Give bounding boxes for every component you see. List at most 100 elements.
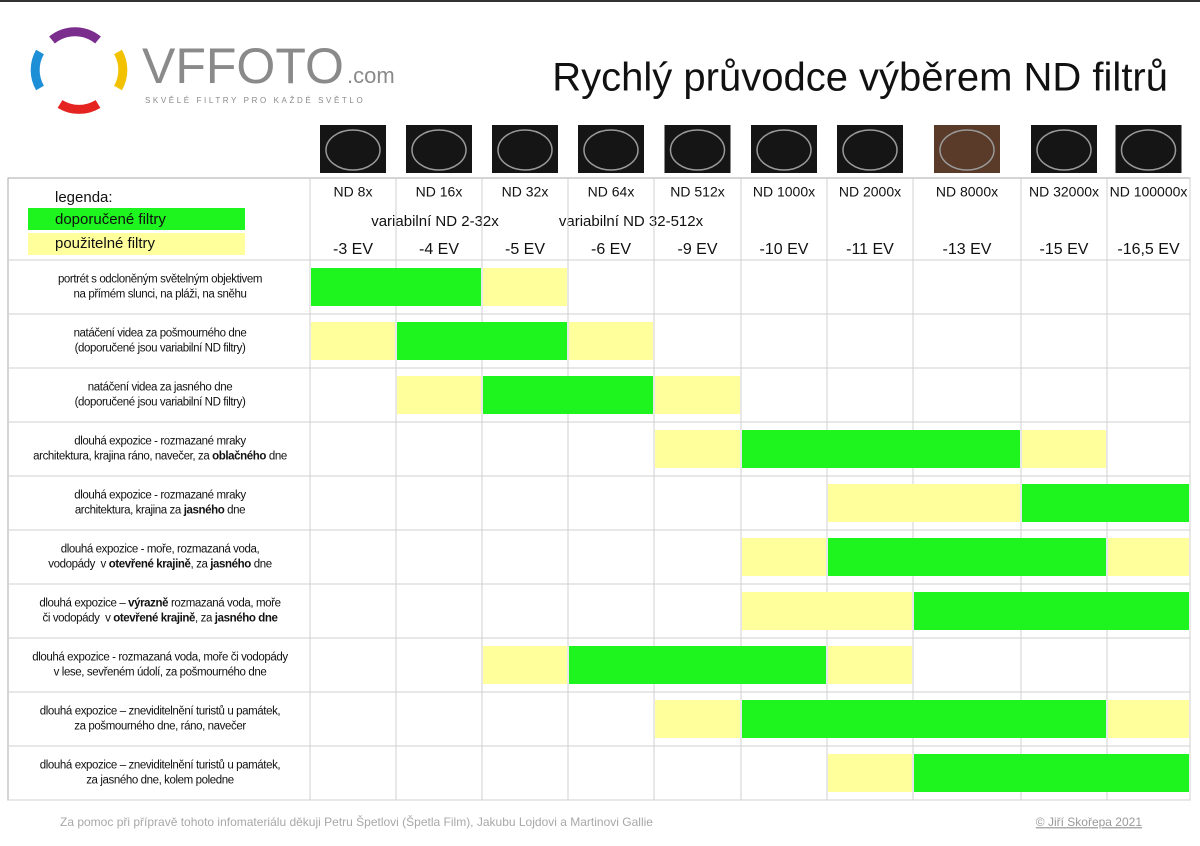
row-label: dlouhá expozice – zneviditelnění turistů… [40,706,281,718]
recommended-bar [828,538,1106,576]
usable-bar [655,700,740,738]
filter-name: ND 100000x [1110,184,1188,200]
row-label-part: (doporučené jsou variabilní ND filtry) [75,397,246,409]
usable-bar [1108,538,1189,576]
recommended-bar [397,322,567,360]
filter-photo [406,125,472,173]
row-label: natáčení videa za pošmourného dne [74,328,247,340]
filter-ev: -11 EV [846,241,894,258]
row-label-part: natáčení videa za pošmourného dne [74,328,247,340]
legend-recommended-swatch [28,208,245,230]
row-label-part: za pošmourného dne, ráno, navečer [74,721,246,733]
footer-copyright: © Jiří Skořepa 2021 [1036,815,1143,829]
row-label-part: , za [195,613,215,625]
filter-ring [842,129,898,171]
variable-filter-label: variabilní ND 32-512x [559,213,704,230]
recommended-bar [742,430,1020,468]
row-label: dlouhá expozice - rozmazané mraky [74,436,246,448]
filter-photo [492,125,558,173]
logo-mark [30,27,128,114]
row-label: v lese, sevřeném údolí, za pošmourného d… [54,667,267,679]
footer-thanks: Za pomoc při přípravě tohoto infomateriá… [60,814,653,829]
row-label-part: na přímém slunci, na pláži, na sněhu [74,289,247,301]
usable-bar [828,754,912,792]
filter-ring [1036,129,1092,171]
row-label-bold: otevřené krajině [113,613,195,625]
filter-photo [837,125,903,173]
row-label-part: natáčení videa za jasného dne [88,382,232,394]
row-label: dlouhá expozice - rozmazané mraky [74,490,246,502]
row-label-part: dlouhá expozice - rozmazané mraky [74,436,246,448]
row-label-part: dlouhá expozice – zneviditelnění turistů… [40,760,281,772]
filter-ev: -3 EV [333,241,373,258]
usable-bar [397,376,481,414]
filter-photo [1031,125,1097,173]
tagline: SKVĚLÉ FILTRY PRO KAŽDÉ SVĚTLO [145,96,365,105]
row-label-part: dlouhá expozice - moře, rozmazaná voda, [61,544,260,556]
usable-bar [742,538,826,576]
filter-ring [669,129,726,171]
usable-bar [483,646,567,684]
filter-ev: -16,5 EV [1117,241,1180,258]
row-label: vodopády v otevřené krajině, za jasného … [48,559,271,571]
filter-name: ND 1000x [753,184,815,200]
row-label: (doporučené jsou variabilní ND filtry) [75,397,246,409]
legend-title: legenda: [55,189,113,206]
row-label-part: (doporučené jsou variabilní ND filtry) [75,343,246,355]
usable-bar [828,484,1020,522]
row-label-bold: jasného [183,505,225,517]
filter-ev: -5 EV [505,241,545,258]
row-label: za pošmourného dne, ráno, navečer [74,721,246,733]
filter-photo [320,125,386,173]
row-label: na přímém slunci, na pláži, na sněhu [74,289,247,301]
filter-ev: -9 EV [677,241,717,258]
filter-name: ND 32x [502,184,549,200]
usable-bar [655,430,740,468]
usable-bar [483,268,567,306]
row-label: architektura, krajina za jasného dne [75,505,245,517]
filter-ring [325,129,381,171]
filter-ev: -15 EV [1040,241,1089,258]
filter-name: ND 8x [334,184,373,200]
usable-bar [1022,430,1106,468]
filter-ev: -4 EV [419,241,459,258]
usable-bar [569,322,653,360]
row-label: dlouhá expozice - rozmazaná voda, moře č… [32,652,288,664]
filter-ring [939,129,995,171]
row-label-part: architektura, krajina za [75,505,184,517]
row-label-bold: jasného dne [214,613,278,625]
row-label-part: dne [266,451,287,463]
filter-ev: -6 EV [591,241,631,258]
usable-bar [1108,700,1189,738]
usable-bar [828,646,912,684]
filter-photo [1115,125,1182,173]
filter-ring [583,129,639,171]
filter-photo [934,125,1000,173]
filter-ring [411,129,467,171]
filter-name: ND 2000x [839,184,901,200]
row-label-bold: jasného [209,559,251,571]
row-label: dlouhá expozice – výrazně rozmazaná voda… [39,598,280,610]
row-label: architektura, krajina ráno, navečer, za … [33,451,287,463]
row-label-part: vodopády v [48,559,108,571]
usable-bar [742,592,912,630]
recommended-bar [1022,484,1189,522]
filter-photo [664,125,731,173]
row-label-bold: otevřené krajině [109,559,191,571]
row-label: za jasného dne, kolem poledne [86,775,234,787]
usable-bar [311,322,395,360]
row-label-part: rozmazaná voda, moře [168,598,280,610]
filter-ring [1120,129,1177,171]
brand: VFFOTO [142,38,344,94]
row-label-part: architektura, krajina ráno, navečer, za [33,451,212,463]
recommended-bar [742,700,1106,738]
row-label: či vodopády v otevřené krajině, za jasné… [43,613,278,625]
filter-ev: -10 EV [760,241,809,258]
filter-ring [756,129,812,171]
legend-usable: použitelné filtry [55,235,156,252]
filter-photo [578,125,644,173]
recommended-bar [914,592,1189,630]
row-label-bold: výrazně [128,598,168,610]
row-label-part: dlouhá expozice – zneviditelnění turistů… [40,706,281,718]
